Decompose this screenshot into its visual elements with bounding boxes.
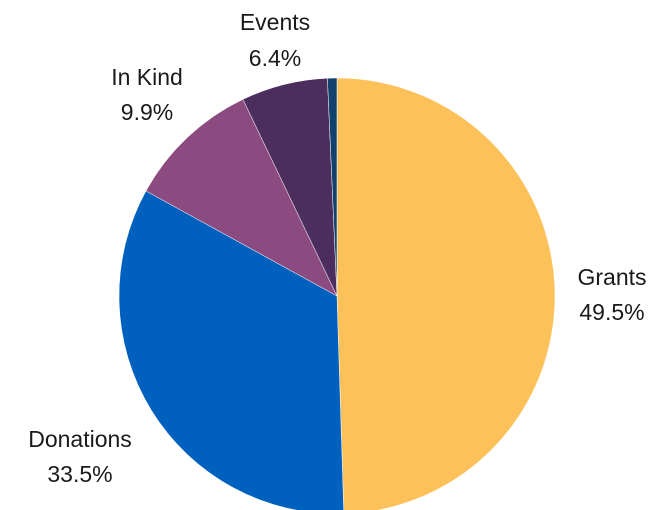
slice-label-value-events: 6.4% bbox=[249, 45, 301, 71]
pie-labels: Grants 49.5% Donations 33.5% In Kind 9.9% Even… bbox=[28, 9, 646, 487]
slice-label-value-donations: 33.5% bbox=[47, 461, 112, 487]
pie-slice-donations bbox=[118, 190, 344, 510]
pie-slices bbox=[118, 77, 556, 510]
pie-slice-grants bbox=[336, 77, 556, 510]
slice-label-name-events: Events bbox=[240, 9, 310, 35]
pie-slice-unlabeled bbox=[327, 77, 338, 297]
slice-label-name-grants: Grants bbox=[577, 264, 646, 290]
slice-label-name-donations: Donations bbox=[28, 426, 132, 452]
pie-slice-in-kind bbox=[145, 99, 338, 297]
slice-label-name-in-kind: In Kind bbox=[111, 64, 183, 90]
slice-label-value-in-kind: 9.9% bbox=[121, 99, 173, 125]
slice-label-value-grants: 49.5% bbox=[579, 299, 644, 325]
